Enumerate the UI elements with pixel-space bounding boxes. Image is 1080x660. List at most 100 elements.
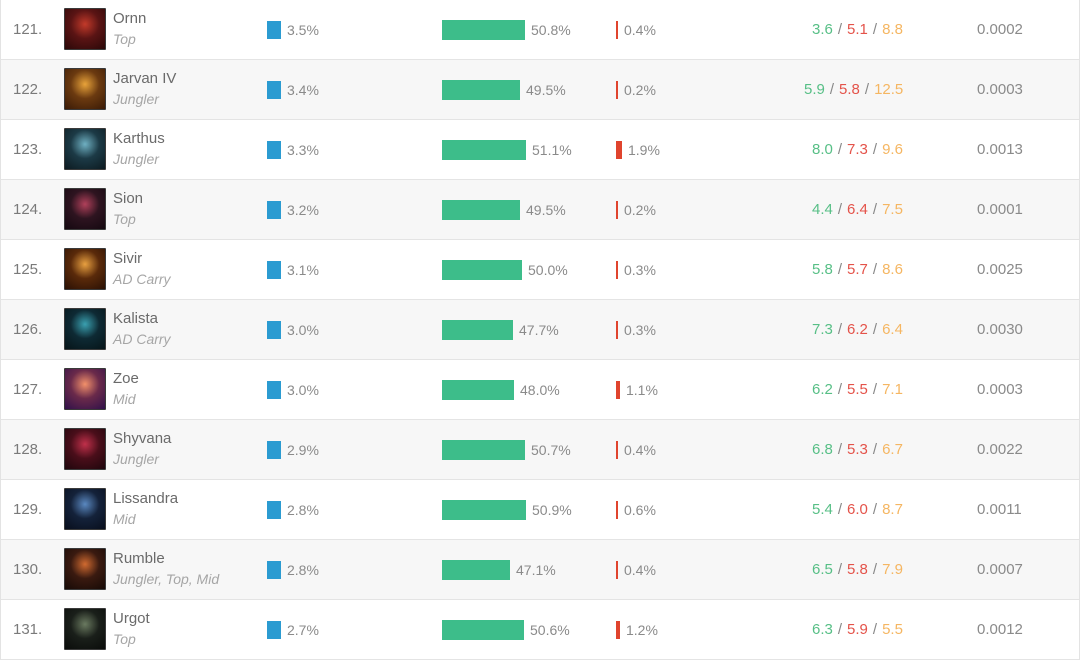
kda-assists: 9.6 <box>882 141 903 158</box>
table-row[interactable]: 129. Lissandra Mid 2.8% 50.9% 0.6% 5.4/6.0/8.7… <box>1 480 1079 540</box>
champion-name-link[interactable]: Sivir <box>113 250 143 267</box>
champion-portrait-icon[interactable] <box>64 368 106 410</box>
kda-deaths: 6.4 <box>847 201 868 218</box>
score-value: 0.0002 <box>977 21 1023 38</box>
kda-assists: 7.9 <box>882 561 903 578</box>
champion-portrait-icon[interactable] <box>64 548 106 590</box>
champion-portrait-icon[interactable] <box>64 8 106 50</box>
kda-separator: / <box>837 381 843 398</box>
play-rate-value: 2.9% <box>287 442 319 458</box>
kda-deaths: 6.2 <box>847 321 868 338</box>
play-rate-value: 2.7% <box>287 622 319 638</box>
kda-kills: 6.8 <box>812 441 833 458</box>
kda-assists: 8.6 <box>882 261 903 278</box>
kda-deaths: 6.0 <box>847 501 868 518</box>
kda: 3.6/5.1/8.8 <box>812 0 903 60</box>
kda-separator: / <box>837 141 843 158</box>
champion-portrait-icon[interactable] <box>64 128 106 170</box>
score-value: 0.0013 <box>977 141 1023 158</box>
win-rate-bar <box>442 200 520 220</box>
table-row[interactable]: 131. Urgot Top 2.7% 50.6% 1.2% 6.3/5.9/5.5 0.00… <box>1 600 1079 660</box>
rank: 131. <box>13 621 43 638</box>
champion-role: Top <box>113 211 136 227</box>
ban-rate-bar <box>616 201 618 219</box>
ban-rate-value: 0.4% <box>624 22 656 38</box>
champion-role: Jungler <box>113 451 159 467</box>
champion-name-link[interactable]: Karthus <box>113 130 165 147</box>
champion-name-link[interactable]: Sion <box>113 190 144 207</box>
play-rate-value: 3.3% <box>287 142 319 158</box>
champion-name-link[interactable]: Rumble <box>113 550 165 567</box>
play-rate-value: 3.5% <box>287 22 319 38</box>
table-row[interactable]: 124. Sion Top 3.2% 49.5% 0.2% 4.4/6.4/7.5 0.000… <box>1 180 1079 240</box>
win-rate-value: 51.1% <box>532 142 572 158</box>
kda-separator: / <box>872 201 878 218</box>
kda-separator: / <box>872 141 878 158</box>
kda-separator: / <box>872 621 878 638</box>
kda-separator: / <box>837 561 843 578</box>
kda-separator: / <box>872 261 878 278</box>
ban-rate-value: 0.4% <box>624 562 656 578</box>
ban-rate-value: 0.3% <box>624 262 656 278</box>
table-row[interactable]: 125. Sivir AD Carry 3.1% 50.0% 0.3% 5.8/5.7/8.… <box>1 240 1079 300</box>
champion-name-link[interactable]: Shyvana <box>113 430 172 447</box>
champion-name-link[interactable]: Zoe <box>113 370 139 387</box>
score-value: 0.0030 <box>977 321 1023 338</box>
table-row[interactable]: 123. Karthus Jungler 3.3% 51.1% 1.9% 8.0/7.3/9… <box>1 120 1079 180</box>
table-row[interactable]: 121. Ornn Top 3.5% 50.8% 0.4% 3.6/5.1/8.8 0.000… <box>1 0 1079 60</box>
rank: 121. <box>13 21 43 38</box>
champion-role: Jungler, Top, Mid <box>113 571 220 587</box>
kda: 5.4/6.0/8.7 <box>812 480 903 540</box>
kda-kills: 6.2 <box>812 381 833 398</box>
rank: 129. <box>13 501 43 518</box>
rank: 128. <box>13 441 43 458</box>
kda-deaths: 5.7 <box>847 261 868 278</box>
rank: 124. <box>13 201 43 218</box>
win-rate-bar <box>442 380 514 400</box>
champion-portrait-icon[interactable] <box>64 308 106 350</box>
ban-rate-bar <box>616 621 620 639</box>
kda-deaths: 5.9 <box>847 621 868 638</box>
champion-name-link[interactable]: Lissandra <box>113 490 179 507</box>
kda-assists: 6.7 <box>882 441 903 458</box>
kda-separator: / <box>829 81 835 98</box>
table-row[interactable]: 127. Zoe Mid 3.0% 48.0% 1.1% 6.2/5.5/7.1 0.0003 <box>1 360 1079 420</box>
champion-portrait-icon[interactable] <box>64 248 106 290</box>
table-row[interactable]: 122. Jarvan IV Jungler 3.4% 49.5% 0.2% 5.9/5.8… <box>1 60 1079 120</box>
kda-separator: / <box>872 321 878 338</box>
table-row[interactable]: 126. Kalista AD Carry 3.0% 47.7% 0.3% 7.3/6.2/… <box>1 300 1079 360</box>
win-rate-value: 50.7% <box>531 442 571 458</box>
win-rate-bar <box>442 620 524 640</box>
champion-role: Jungler <box>113 91 159 107</box>
champion-portrait-icon[interactable] <box>64 488 106 530</box>
ban-rate-bar <box>616 501 618 519</box>
kda-separator: / <box>872 501 878 518</box>
kda: 8.0/7.3/9.6 <box>812 120 903 180</box>
kda-separator: / <box>872 441 878 458</box>
kda-deaths: 5.1 <box>847 21 868 38</box>
table-row[interactable]: 128. Shyvana Jungler 2.9% 50.7% 0.4% 6.8/5.3/6… <box>1 420 1079 480</box>
champion-name-link[interactable]: Kalista <box>113 310 159 327</box>
champion-role: Top <box>113 31 136 47</box>
champion-name-link[interactable]: Jarvan IV <box>113 70 177 87</box>
kda-separator: / <box>837 441 843 458</box>
table-row[interactable]: 130. Rumble Jungler, Top, Mid 2.8% 47.1% 0.4%… <box>1 540 1079 600</box>
champion-portrait-icon[interactable] <box>64 428 106 470</box>
ban-rate-value: 0.2% <box>624 82 656 98</box>
kda-kills: 5.8 <box>812 261 833 278</box>
champion-portrait-icon[interactable] <box>64 68 106 110</box>
champion-role: Top <box>113 631 136 647</box>
kda: 5.8/5.7/8.6 <box>812 240 903 300</box>
win-rate-value: 50.6% <box>530 622 570 638</box>
champion-name-link[interactable]: Ornn <box>113 10 147 27</box>
champion-name-link[interactable]: Urgot <box>113 610 150 627</box>
champion-portrait-icon[interactable] <box>64 188 106 230</box>
ban-rate-value: 1.1% <box>626 382 658 398</box>
champion-portrait-icon[interactable] <box>64 608 106 650</box>
ban-rate-bar <box>616 321 618 339</box>
champion-role: Jungler <box>113 151 159 167</box>
kda-kills: 8.0 <box>812 141 833 158</box>
play-rate-value: 3.0% <box>287 382 319 398</box>
kda-assists: 7.1 <box>882 381 903 398</box>
